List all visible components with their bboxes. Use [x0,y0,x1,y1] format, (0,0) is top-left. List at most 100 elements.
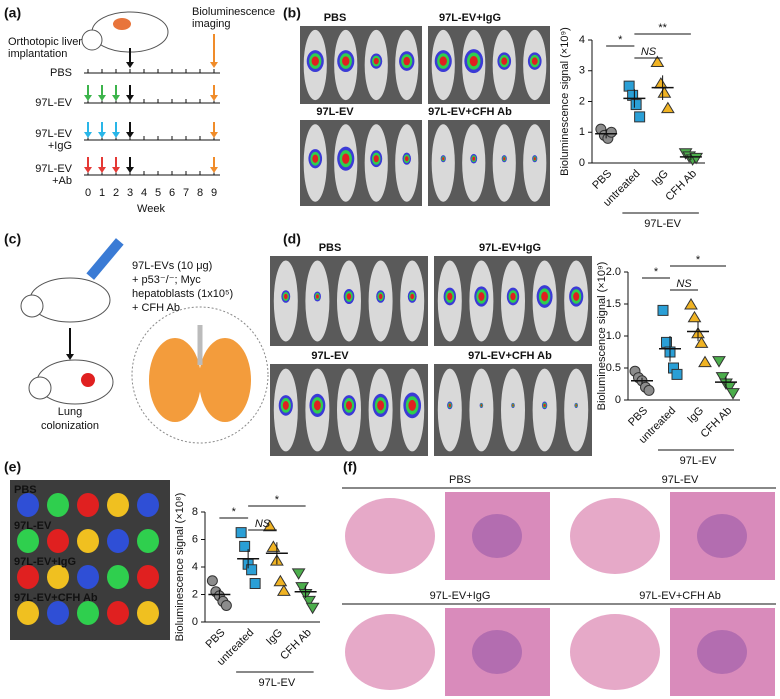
data-point [650,55,665,68]
mouse [500,368,526,452]
signal [575,404,577,407]
mouse [532,368,557,452]
significance-label: NS [676,278,692,290]
x-axis-label: Week [137,203,165,215]
week-label: 3 [127,187,133,199]
signal [346,293,352,300]
signal [472,156,476,161]
arrow-head [84,167,92,173]
image-label: PBS [319,242,342,254]
signal [408,399,416,411]
y-tick-label: 4 [579,34,585,46]
data-point [235,527,247,539]
tissue [345,498,435,574]
y-tick-label: 4 [192,561,198,573]
data-point [689,152,704,165]
data-point [623,80,635,92]
data-point [687,310,702,323]
data-point [605,126,617,138]
organ [107,601,129,625]
y-axis-label: Bioluminescence signal (×10⁹) [559,27,571,176]
organ [47,565,69,589]
data-point [291,568,306,580]
organ [137,601,159,625]
signal [541,291,549,302]
week-label: 4 [141,187,147,199]
signal [410,293,415,300]
significance-label: NS [255,518,271,530]
arrow-head [84,95,92,101]
arrow-head [126,62,134,68]
y-tick-label: 8 [192,506,198,518]
image-label: 97L-EV+CFH Ab [639,590,721,602]
data-point [660,101,675,114]
group-label: 97L-EV [35,97,72,109]
organ [77,493,99,517]
annotation: imaging [192,18,231,30]
outcome-text: Lung [58,406,82,418]
data-point [643,384,655,396]
data-point [634,111,646,123]
organ [77,565,99,589]
y-tick-label: 0 [192,616,198,628]
group-label: 97L-EV [644,218,681,230]
y-tick-label: 3 [579,65,585,77]
organ [137,493,159,517]
x-tick-label: CFH Ab [278,627,314,663]
arrow-head [126,167,134,173]
organ [107,529,129,553]
organ [17,493,39,517]
nodule [697,630,747,674]
image-label: 97L-EV+IgG [430,590,491,602]
arrow-head [112,132,120,138]
image-label: 97L-EV+IgG [439,12,501,24]
week-label: 9 [211,187,217,199]
mouse [492,124,516,202]
mouse-body [29,277,111,323]
week-label: 6 [169,187,175,199]
signal [439,56,447,66]
signal [480,404,483,407]
organ [137,529,159,553]
mouse [469,368,494,452]
arrow-head [98,95,106,101]
x-tick-label: CFH Ab [698,405,734,441]
signal [533,157,536,161]
mouse [437,368,462,452]
significance-label: * [654,266,659,278]
organ [107,565,129,589]
panel-label: (d) [283,231,301,247]
signal [378,293,383,300]
data-point [249,578,261,589]
y-tick-label: 1.0 [606,330,621,342]
arrow-head [210,62,218,68]
organ [107,493,129,517]
data-point [726,388,740,400]
tissue [345,614,435,690]
signal [469,55,478,67]
organ [47,529,69,553]
significance-label: * [275,494,280,506]
arrow-head [210,95,218,101]
data-point [273,574,288,587]
data-point [684,298,698,310]
organ [17,529,39,553]
arrow-head [98,132,106,138]
significance-label: * [232,506,237,518]
data-point [671,368,683,380]
week-label: 2 [113,187,119,199]
arrow-head [210,167,218,173]
data-point [630,99,642,111]
image-label: PBS [324,12,347,24]
y-tick-label: 2.0 [606,266,621,278]
significance-label: * [618,34,623,46]
mouse [431,124,455,202]
arrow-head [112,95,120,101]
nodule [472,514,522,558]
organ [77,601,99,625]
signal [373,155,379,163]
data-point [206,575,218,587]
significance-label: * [696,254,701,266]
group-label: 97L-EV [259,677,296,689]
